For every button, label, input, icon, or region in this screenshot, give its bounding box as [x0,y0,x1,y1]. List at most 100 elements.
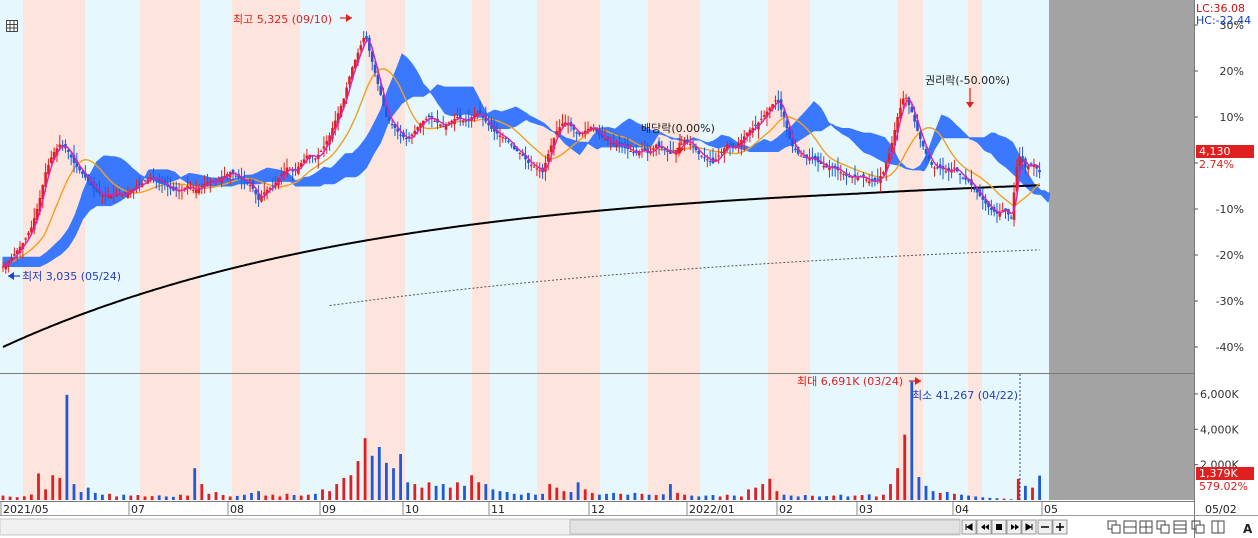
candle-body [686,139,689,142]
nav-prev-button[interactable] [976,519,992,535]
candle-body [938,164,942,168]
candle-body [799,155,803,157]
volume-bar [406,482,410,500]
candle-body [657,141,661,147]
candle-body [282,171,286,176]
scrollbar[interactable] [0,518,961,536]
zoom-in-button[interactable] [1052,519,1068,535]
candle-body [78,166,81,171]
nav-first-button[interactable] [961,519,977,535]
nav-next-button[interactable] [1006,519,1022,535]
candle-body [867,181,871,184]
candle-body [575,132,578,134]
volume-bar [477,482,481,500]
window-grid-icon[interactable] [1139,520,1153,534]
volume-bar [704,495,708,500]
volume-bar [938,492,942,500]
candle-body [788,126,791,140]
candle-body [30,227,33,233]
candle-body [126,192,130,198]
volume-bar [953,493,956,500]
volume-bar [527,492,530,500]
volume-bar [136,495,140,500]
candle-body [27,232,30,236]
candle-body [58,144,62,148]
volume-bar [86,487,90,500]
window-tile-icon[interactable] [1107,520,1121,534]
candle-body [842,174,845,176]
window-stack-icon[interactable] [1173,520,1187,534]
candle-body [535,168,539,170]
candle-body [294,168,297,171]
candle-body [768,107,772,111]
candle-body [899,107,902,119]
lc-label: LC:36.08 [1196,2,1245,15]
candle-body [865,179,868,181]
candle-body [723,148,726,154]
candle-body [808,158,811,161]
candle-body [901,98,905,105]
candle-body [998,211,1002,217]
candle-body [277,178,280,186]
volume-bar [484,484,488,500]
period-band [923,0,968,500]
price-tick-label: -10% [1216,203,1244,216]
candle-body [89,180,93,186]
candle-body [1035,165,1039,169]
grid-icon[interactable] [6,20,18,32]
candle-body [120,194,124,196]
candle-body [688,143,692,146]
nav-stop-button[interactable] [991,519,1007,535]
volume-bar [825,496,828,500]
volume-bar [598,494,601,500]
window-overlap-icon[interactable] [1156,520,1170,534]
current-change: 2.74% [1199,158,1234,171]
volume-bar [633,492,637,500]
candle-body [811,156,814,159]
zoom-out-button[interactable] [1037,519,1053,535]
candle-body [336,113,340,124]
candle-body [254,190,258,195]
period-band [810,0,898,500]
font-icon[interactable]: A [1243,522,1253,536]
candle-body [572,124,576,130]
scroll-thumb[interactable] [569,519,961,535]
candle-body [612,143,615,145]
candle-body [18,246,22,253]
volume-bar [30,494,33,500]
volume-bar [988,497,992,500]
candle-body [504,138,507,140]
nav-last-button[interactable] [1021,519,1037,535]
candle-body [10,257,13,261]
candle-body [785,120,789,129]
candle-body [1026,165,1030,170]
candle-body [643,147,647,152]
candle-body [549,145,553,153]
candle-body [518,152,522,154]
window-restore-icon[interactable] [1191,520,1205,534]
candle-body [379,86,383,95]
window-layout-icon[interactable] [1211,520,1225,534]
candle-body [987,201,990,208]
candle-body [850,176,854,178]
period-band [490,0,537,500]
candle-body [396,128,400,132]
candle-body [240,176,243,180]
candle-body [1018,156,1022,167]
candle-body [617,142,621,145]
candle-body [796,147,800,154]
window-split-icon[interactable] [1123,520,1137,534]
candle-body [55,148,59,156]
volume-bar [257,491,260,500]
candle-body [813,155,817,161]
volume-bar [79,492,83,500]
candle-body [555,130,559,135]
candle-body [149,177,152,179]
candle-body [666,150,669,152]
time-tick-label: 2021/05 [3,503,49,516]
candle-body [314,158,317,160]
volume-bar [505,492,509,500]
candle-body [961,177,965,179]
volume-bar [860,495,864,500]
period-band [140,0,200,500]
